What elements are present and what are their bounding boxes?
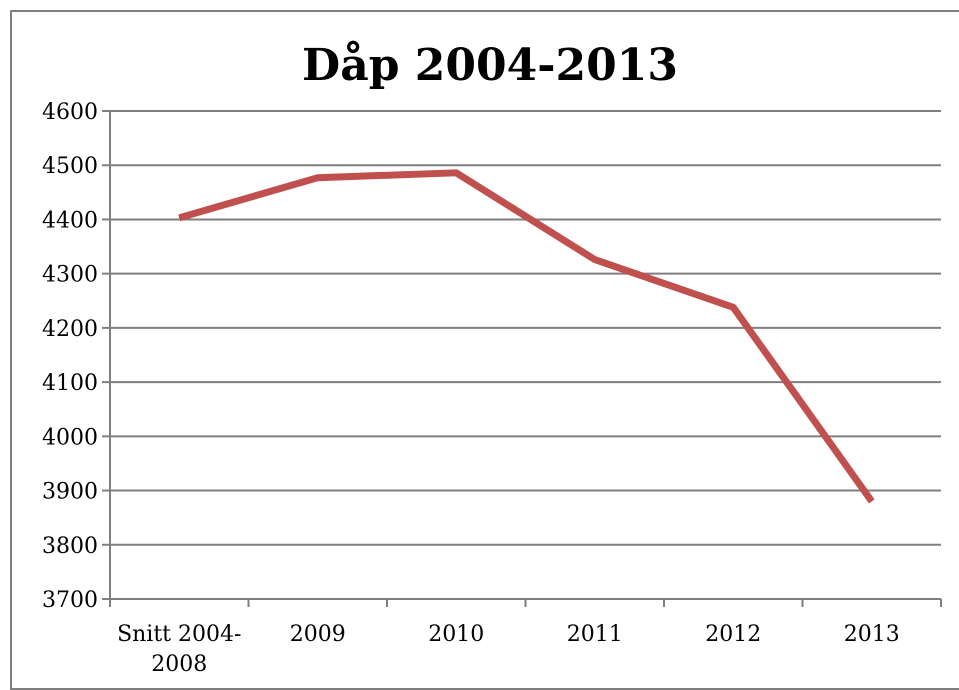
data-point <box>317 177 319 179</box>
y-tick-label: 3900 <box>42 480 98 505</box>
data-point <box>594 259 596 261</box>
x-tick-label: 2009 <box>290 622 346 647</box>
x-tick-label: Snitt 2004-2008 <box>117 622 241 677</box>
y-tick-label: 4500 <box>42 154 98 179</box>
y-tick-label: 4000 <box>42 425 98 450</box>
y-tick-label: 3700 <box>42 588 98 613</box>
chart-title: Dåp 2004-2013 <box>302 40 678 91</box>
chart-frame <box>10 10 959 690</box>
x-tick-label: 2011 <box>567 622 623 647</box>
data-point <box>732 306 734 308</box>
y-tick-label: 4200 <box>42 317 98 342</box>
y-tick-label: 4300 <box>42 263 98 288</box>
x-tick-label: 2010 <box>428 622 484 647</box>
gridlines <box>110 110 941 546</box>
y-tick-label: 4100 <box>42 371 98 396</box>
series-line <box>178 169 875 504</box>
data-point <box>455 172 457 174</box>
y-tick-label: 4600 <box>42 100 98 125</box>
data-point <box>178 217 180 219</box>
axes <box>102 110 942 607</box>
x-tick-labels: Snitt 2004-2008 2009 2010 2011 2012 2013 <box>117 622 900 677</box>
x-tick-label: 2012 <box>705 622 761 647</box>
y-tick-label: 3800 <box>42 534 98 559</box>
y-tick-labels: 3700 3800 3900 4000 4100 4200 4300 4400 4500 4600 <box>42 100 98 613</box>
x-tick-label: 2013 <box>844 622 900 647</box>
series-layer <box>178 169 875 504</box>
data-point <box>871 500 873 502</box>
y-tick-label: 4400 <box>42 208 98 233</box>
